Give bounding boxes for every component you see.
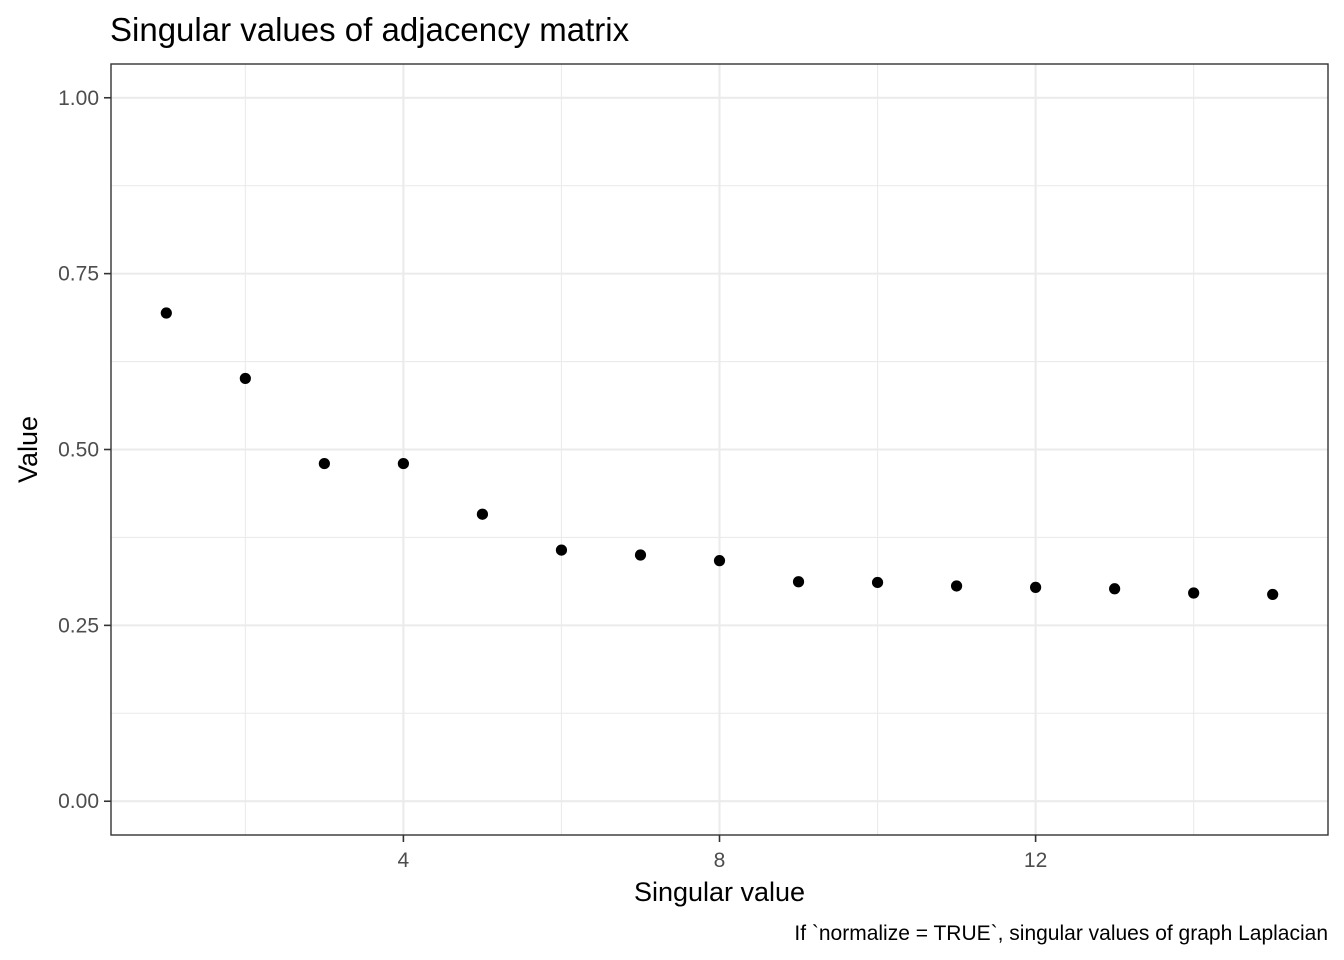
data-point	[713, 555, 726, 567]
data-point	[950, 580, 963, 592]
y-tick-label: 0.00	[58, 790, 99, 813]
data-point	[1030, 581, 1042, 593]
y-axis-title: Value	[13, 416, 43, 483]
y-axis: 0.00 0.25 0.50 0.75 1.00	[58, 87, 111, 813]
data-point	[634, 549, 647, 561]
y-tick-label: 0.50	[58, 439, 99, 462]
data-point	[792, 576, 805, 588]
x-tick-label: 8	[714, 849, 726, 872]
data-point	[318, 457, 330, 470]
x-tick-label: 4	[398, 849, 410, 872]
x-axis: 4 8 12	[398, 835, 1047, 872]
data-point	[1188, 587, 1200, 599]
data-point	[476, 508, 489, 520]
data-point	[239, 372, 251, 385]
data-point	[1109, 583, 1121, 595]
data-point	[871, 576, 884, 589]
x-tick-label: 12	[1024, 849, 1047, 872]
grid-lines	[111, 64, 1328, 835]
y-tick-label: 0.25	[58, 614, 99, 637]
data-point	[1267, 588, 1279, 601]
chart-caption: If `normalize = TRUE`, singular values o…	[794, 922, 1328, 945]
chart-title: Singular values of adjacency matrix	[110, 11, 630, 48]
data-point	[397, 457, 409, 470]
y-tick-label: 1.00	[58, 87, 99, 110]
x-axis-title: Singular value	[634, 877, 805, 907]
y-tick-label: 0.75	[58, 263, 99, 286]
data-point	[555, 544, 568, 556]
data-points	[160, 307, 1279, 601]
data-point	[160, 307, 172, 319]
